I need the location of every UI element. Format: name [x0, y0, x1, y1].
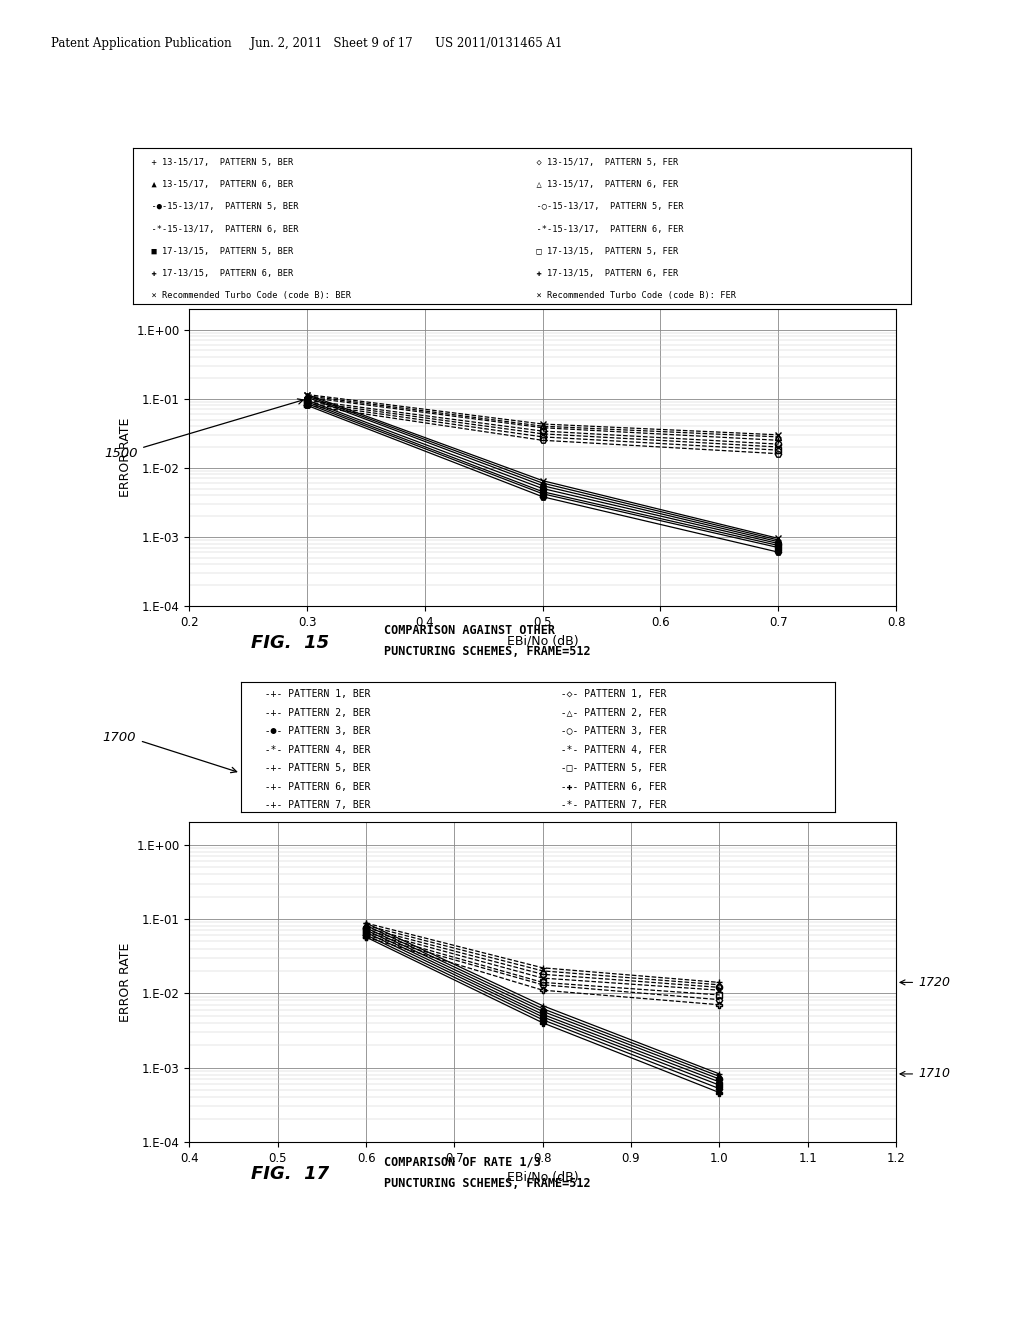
Text: ▲ 13-15/17,  PATTERN 6, BER: ▲ 13-15/17, PATTERN 6, BER [141, 180, 293, 189]
Text: ■ 17-13/15,  PATTERN 5, BER: ■ 17-13/15, PATTERN 5, BER [141, 247, 293, 256]
X-axis label: EBi/No (dB): EBi/No (dB) [507, 634, 579, 647]
Text: 1700: 1700 [102, 731, 136, 743]
Text: -□- PATTERN 5, FER: -□- PATTERN 5, FER [550, 763, 667, 774]
Text: × Recommended Turbo Code (code B): FER: × Recommended Turbo Code (code B): FER [526, 292, 736, 301]
Text: FIG.  17: FIG. 17 [251, 1164, 329, 1183]
Text: ◇ 13-15/17,  PATTERN 5, FER: ◇ 13-15/17, PATTERN 5, FER [526, 158, 678, 166]
Text: -+- PATTERN 5, BER: -+- PATTERN 5, BER [253, 763, 370, 774]
Text: -○-15-13/17,  PATTERN 5, FER: -○-15-13/17, PATTERN 5, FER [526, 202, 684, 211]
Text: -◇- PATTERN 1, FER: -◇- PATTERN 1, FER [550, 689, 667, 700]
Text: COMPARISON AGAINST OTHER: COMPARISON AGAINST OTHER [384, 623, 555, 636]
Text: + 13-15/17,  PATTERN 5, BER: + 13-15/17, PATTERN 5, BER [141, 158, 293, 166]
Text: -+- PATTERN 7, BER: -+- PATTERN 7, BER [253, 800, 370, 810]
Text: × Recommended Turbo Code (code B): BER: × Recommended Turbo Code (code B): BER [141, 292, 351, 301]
Y-axis label: ERROR RATE: ERROR RATE [120, 417, 132, 498]
Text: ✚ 17-13/15,  PATTERN 6, FER: ✚ 17-13/15, PATTERN 6, FER [526, 269, 678, 279]
Text: -*-15-13/17,  PATTERN 6, BER: -*-15-13/17, PATTERN 6, BER [141, 224, 298, 234]
Text: -*- PATTERN 4, FER: -*- PATTERN 4, FER [550, 744, 667, 755]
Text: -*-15-13/17,  PATTERN 6, FER: -*-15-13/17, PATTERN 6, FER [526, 224, 684, 234]
Text: 1500: 1500 [104, 399, 303, 461]
Text: FIG.  15: FIG. 15 [251, 634, 329, 652]
Text: -✚- PATTERN 6, FER: -✚- PATTERN 6, FER [550, 781, 667, 792]
Text: -●-15-13/17,  PATTERN 5, BER: -●-15-13/17, PATTERN 5, BER [141, 202, 298, 211]
Text: -*- PATTERN 7, FER: -*- PATTERN 7, FER [550, 800, 667, 810]
Text: PUNCTURING SCHEMES, FRAME=512: PUNCTURING SCHEMES, FRAME=512 [384, 1176, 591, 1189]
Text: PUNCTURING SCHEMES, FRAME=512: PUNCTURING SCHEMES, FRAME=512 [384, 644, 591, 657]
Text: -*- PATTERN 4, BER: -*- PATTERN 4, BER [253, 744, 370, 755]
Text: ✚ 17-13/15,  PATTERN 6, BER: ✚ 17-13/15, PATTERN 6, BER [141, 269, 293, 279]
Text: 1720: 1720 [900, 975, 950, 989]
Text: Patent Application Publication     Jun. 2, 2011   Sheet 9 of 17      US 2011/013: Patent Application Publication Jun. 2, 2… [51, 37, 562, 50]
Text: -○- PATTERN 3, FER: -○- PATTERN 3, FER [550, 726, 667, 737]
X-axis label: EBi/No (dB): EBi/No (dB) [507, 1170, 579, 1183]
Text: □ 17-13/15,  PATTERN 5, FER: □ 17-13/15, PATTERN 5, FER [526, 247, 678, 256]
Text: COMPARISON OF RATE 1/3: COMPARISON OF RATE 1/3 [384, 1155, 541, 1168]
Y-axis label: ERROR RATE: ERROR RATE [120, 942, 132, 1022]
Text: -●- PATTERN 3, BER: -●- PATTERN 3, BER [253, 726, 370, 737]
Text: -+- PATTERN 2, BER: -+- PATTERN 2, BER [253, 708, 370, 718]
Text: △ 13-15/17,  PATTERN 6, FER: △ 13-15/17, PATTERN 6, FER [526, 180, 678, 189]
Text: -△- PATTERN 2, FER: -△- PATTERN 2, FER [550, 708, 667, 718]
Text: -+- PATTERN 1, BER: -+- PATTERN 1, BER [253, 689, 370, 700]
Text: 1710: 1710 [900, 1068, 950, 1081]
Text: -+- PATTERN 6, BER: -+- PATTERN 6, BER [253, 781, 370, 792]
